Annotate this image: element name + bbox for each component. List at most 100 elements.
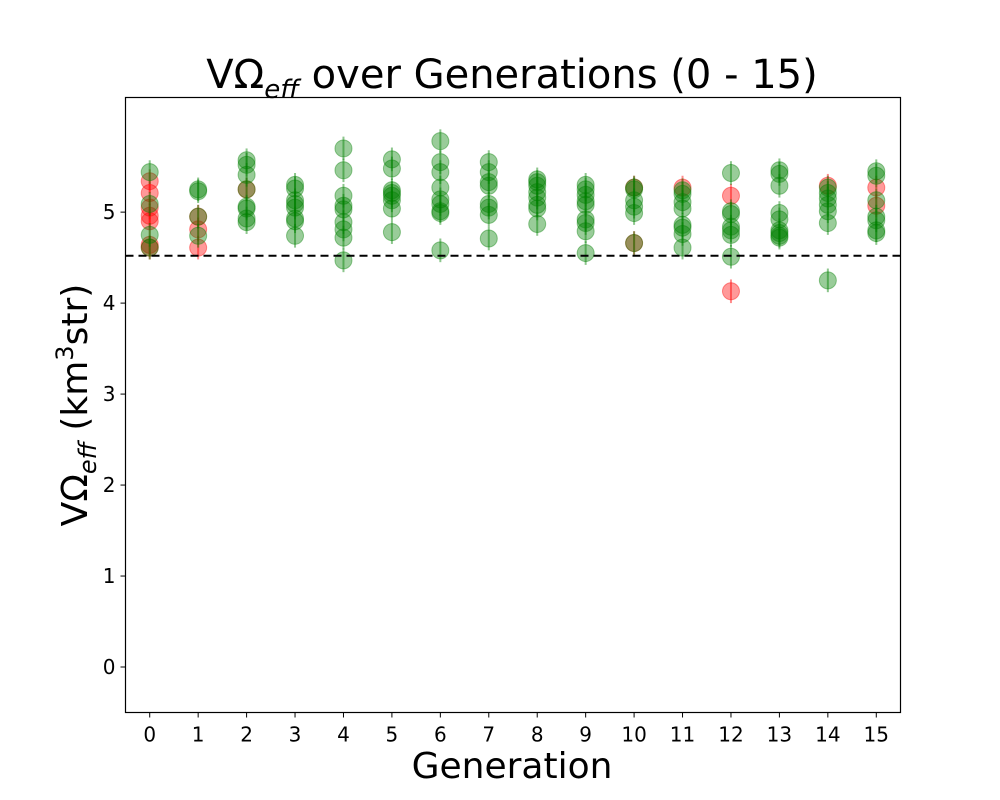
data-point (431, 190, 450, 209)
x-tick-label: 7 (482, 723, 495, 747)
data-point (286, 175, 305, 194)
data-point (286, 212, 305, 231)
y-tick-label: 3 (103, 382, 116, 406)
data-point (334, 196, 353, 215)
x-tick-label: 12 (718, 723, 743, 747)
data-point (721, 164, 740, 183)
data-point (625, 234, 644, 253)
data-point (576, 192, 595, 211)
data-point (673, 181, 692, 200)
data-point (237, 209, 256, 228)
data-point (625, 178, 644, 197)
ylabel-rest: (km (55, 361, 96, 442)
data-point (334, 220, 353, 239)
data-point (673, 238, 692, 257)
data-point (479, 176, 498, 195)
chart-title: VΩeff over Generations (0 - 15) (206, 52, 817, 105)
ylabel-superscript: 3 (51, 345, 79, 360)
data-point (382, 199, 401, 218)
data-point (479, 163, 498, 182)
data-point (431, 194, 450, 213)
data-point (431, 163, 450, 182)
ylabel-main: VΩ (55, 474, 96, 526)
data-point (721, 202, 740, 221)
data-point (673, 199, 692, 218)
data-point (721, 186, 740, 205)
data-point (479, 205, 498, 224)
data-point (818, 176, 837, 195)
data-point (479, 173, 498, 192)
data-point (286, 194, 305, 213)
data-point (818, 184, 837, 203)
x-tick-label: 10 (621, 723, 646, 747)
x-tick-label: 9 (579, 723, 592, 747)
data-point (576, 222, 595, 241)
data-point (576, 180, 595, 199)
data-point (189, 182, 208, 201)
data-point (625, 178, 644, 197)
data-point (770, 228, 789, 247)
data-point (334, 161, 353, 180)
data-point (576, 195, 595, 214)
data-point (818, 189, 837, 208)
data-point (382, 181, 401, 200)
data-point (431, 241, 450, 260)
data-point (479, 198, 498, 217)
data-point (334, 200, 353, 219)
data-point (673, 218, 692, 237)
title-subscript: eff (264, 75, 302, 105)
data-point (237, 180, 256, 199)
data-point (528, 214, 547, 233)
data-point (721, 204, 740, 223)
data-point (818, 214, 837, 233)
data-point (140, 206, 159, 225)
data-point (334, 139, 353, 158)
y-axis: 0 1 2 3 4 5 (103, 200, 126, 679)
data-point (721, 225, 740, 244)
data-point (382, 191, 401, 210)
data-point (867, 178, 886, 197)
data-point (286, 209, 305, 228)
data-point (140, 184, 159, 203)
x-tick-label: 5 (386, 723, 399, 747)
data-point (286, 198, 305, 217)
data-point (625, 204, 644, 223)
data-point (867, 166, 886, 185)
ylabel-subscript: eff (74, 439, 102, 474)
data-point (721, 217, 740, 236)
data-point (528, 170, 547, 189)
data-point (140, 238, 159, 257)
data-point (576, 175, 595, 194)
data-point (382, 223, 401, 242)
y-tick-label: 0 (103, 655, 116, 679)
x-tick-label: 14 (815, 723, 840, 747)
y-tick-label: 4 (103, 291, 116, 315)
data-point (237, 180, 256, 199)
data-point (673, 215, 692, 234)
data-point (625, 191, 644, 210)
series-accepted (140, 129, 886, 293)
data-point (140, 235, 159, 254)
data-point (189, 207, 208, 226)
data-point (576, 214, 595, 233)
data-point (625, 197, 644, 216)
data-point (382, 186, 401, 205)
data-point (770, 164, 789, 183)
data-point (334, 186, 353, 205)
plot-area (125, 129, 901, 304)
x-tick-label: 13 (767, 723, 792, 747)
data-point (286, 191, 305, 210)
data-point (867, 196, 886, 215)
data-point (770, 161, 789, 180)
x-tick-label: 6 (434, 723, 447, 747)
series-below-or-failed (140, 169, 886, 304)
x-tick-label: 0 (143, 723, 156, 747)
data-point (140, 225, 159, 244)
data-point (431, 153, 450, 172)
x-tick-label: 15 (864, 723, 889, 747)
data-point (770, 221, 789, 240)
data-point (189, 207, 208, 226)
title-rest: over Generations (0 - 15) (299, 52, 818, 98)
data-point (528, 188, 547, 207)
data-point (431, 202, 450, 221)
